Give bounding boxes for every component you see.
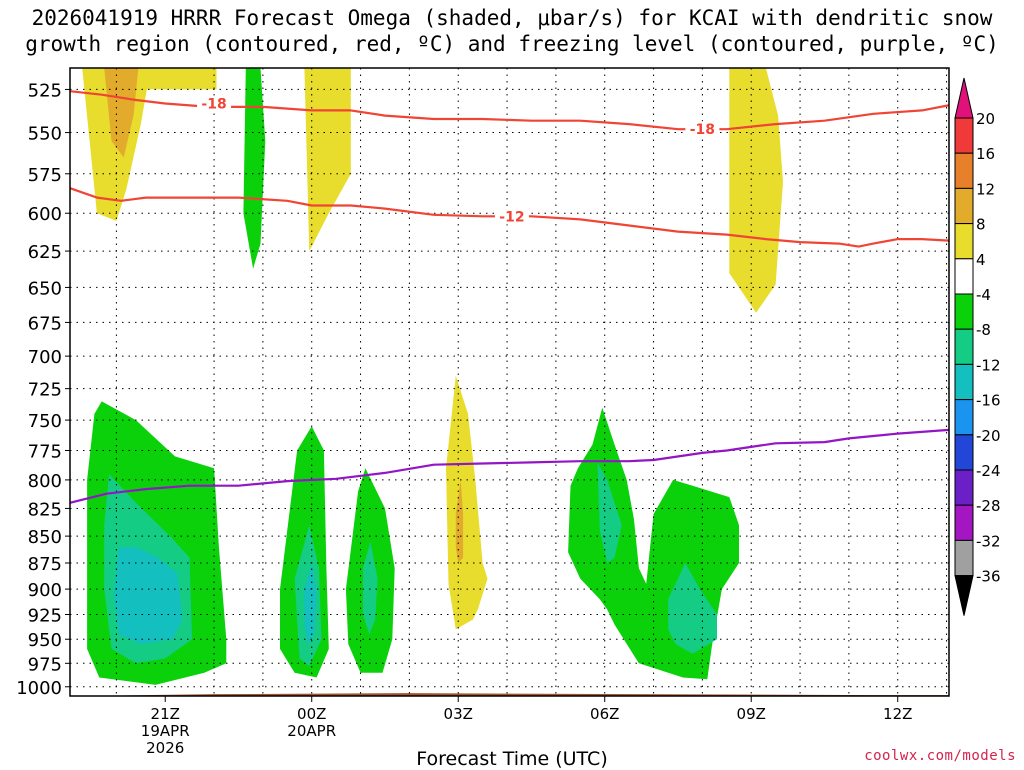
contour-line-0	[70, 90, 949, 131]
colorbar-bin-10	[954, 469, 974, 506]
contour-label-0-1: -18	[690, 122, 715, 138]
colorbar-bin-12	[954, 539, 974, 577]
y-tick-label-525: 525	[28, 80, 62, 101]
colorbar-label-0: 20	[976, 110, 995, 128]
omega-region-8	[113, 547, 183, 645]
omega-shading-layer	[82, 68, 783, 685]
colorbar-bin-5	[954, 293, 974, 330]
omega-region-15	[455, 479, 464, 563]
colorbar-label-4: 4	[976, 251, 986, 269]
colorbar-label-12: -32	[976, 532, 1001, 550]
colorbar-bin-11	[954, 504, 974, 541]
chart-title-line-2: growth region (contoured, red, ºC) and f…	[25, 32, 999, 56]
colorbar-label-11: -28	[976, 497, 1001, 515]
x-tick-label-3-0: 00Z	[297, 705, 326, 723]
y-tick-label-925: 925	[28, 606, 62, 627]
y-tick-label-950: 950	[28, 630, 62, 651]
y-tick-label-750: 750	[28, 411, 62, 432]
colorbar-bin-2	[954, 187, 974, 225]
y-tick-label-875: 875	[28, 554, 62, 575]
colorbar-bin-3	[954, 223, 974, 260]
y-tick-label-800: 800	[28, 471, 62, 492]
y-tick-label-850: 850	[28, 527, 62, 548]
y-tick-label-900: 900	[28, 580, 62, 601]
colorbar-label-8: -16	[976, 392, 1001, 410]
x-tick-label-0-2: 2026	[146, 739, 184, 757]
colorbar-label-6: -8	[976, 321, 991, 339]
colorbar-label-10: -24	[976, 462, 1001, 480]
colorbar-label-5: -4	[976, 286, 991, 304]
x-tick-label-12-0: 09Z	[737, 705, 766, 723]
omega-region-18	[668, 563, 717, 654]
grid-layer	[70, 68, 949, 696]
omega-region-1	[140, 68, 217, 90]
y-tick-label-700: 700	[28, 347, 62, 368]
colorbar-bin-9	[954, 434, 974, 471]
omega-region-17	[597, 462, 622, 563]
omega-region-2	[104, 68, 139, 158]
y-tick-label-1000: 1000	[16, 678, 62, 699]
y-tick-label-550: 550	[28, 124, 62, 145]
omega-region-5	[729, 68, 783, 313]
contour-line-1	[70, 187, 949, 248]
colorbar-top-triangle	[954, 77, 974, 119]
colorbar: 20 16 12 8 4 -4 -8 -12 -16 -20 -24 -28 -32 -36	[954, 77, 1001, 616]
credit-link[interactable]: coolwx.com/models	[864, 748, 1016, 764]
colorbar-label-13: -36	[976, 568, 1001, 586]
contour-label-bg-0-0	[197, 95, 232, 112]
colorbar-label-7: -12	[976, 356, 1001, 374]
x-tick-label-9-0: 06Z	[590, 705, 619, 723]
x-tick-label-3-1: 20APR	[287, 722, 336, 740]
contour-label-bg-1-0	[494, 208, 529, 225]
colorbar-bin-1	[954, 152, 974, 189]
y-tick-label-825: 825	[28, 499, 62, 520]
colorbar-bin-4	[954, 258, 974, 295]
y-tick-label-675: 675	[28, 313, 62, 334]
y-tick-label-775: 775	[28, 441, 62, 462]
y-tick-label-625: 625	[28, 242, 62, 263]
y-axis: 525 550 575 600 625 650 675 700 725 750 775 800 825 8…	[16, 80, 70, 699]
contour-label-0-0: -18	[201, 96, 226, 112]
y-tick-label-975: 975	[28, 654, 62, 675]
x-tick-label-0-0: 21Z	[151, 705, 180, 723]
x-tick-label-6-0: 03Z	[444, 705, 473, 723]
colorbar-label-2: 12	[976, 180, 995, 198]
x-tick-label-0-1: 19APR	[141, 722, 190, 740]
y-tick-label-600: 600	[28, 204, 62, 225]
omega-region-13	[363, 541, 378, 635]
contour-label-1-0: -12	[499, 209, 524, 225]
y-tick-label-650: 650	[28, 278, 62, 299]
colorbar-label-9: -20	[976, 427, 1001, 445]
colorbar-bin-0	[954, 117, 974, 154]
x-axis-label: Forecast Time (UTC)	[416, 748, 608, 770]
contour-label-bg-0-1	[685, 121, 720, 138]
colorbar-bottom-triangle	[954, 575, 974, 616]
omega-region-14	[446, 375, 488, 630]
colorbar-label-1: 16	[976, 145, 995, 163]
omega-region-11	[304, 563, 317, 645]
colorbar-label-3: 8	[976, 216, 986, 234]
y-tick-label-725: 725	[28, 380, 62, 401]
chart-title-line-1: 2026041919 HRRR Forecast Omega (shaded, …	[31, 6, 993, 30]
colorbar-bin-7	[954, 363, 974, 401]
colorbar-bin-6	[954, 328, 974, 365]
omega-region-3	[243, 68, 266, 269]
plot-frame	[69, 67, 950, 697]
x-tick-label-15-0: 12Z	[883, 705, 912, 723]
contour-line-2	[70, 428, 949, 504]
y-tick-label-575: 575	[28, 165, 62, 186]
colorbar-bin-8	[954, 399, 974, 436]
contour-layer: -18 -18 -12	[70, 90, 949, 504]
